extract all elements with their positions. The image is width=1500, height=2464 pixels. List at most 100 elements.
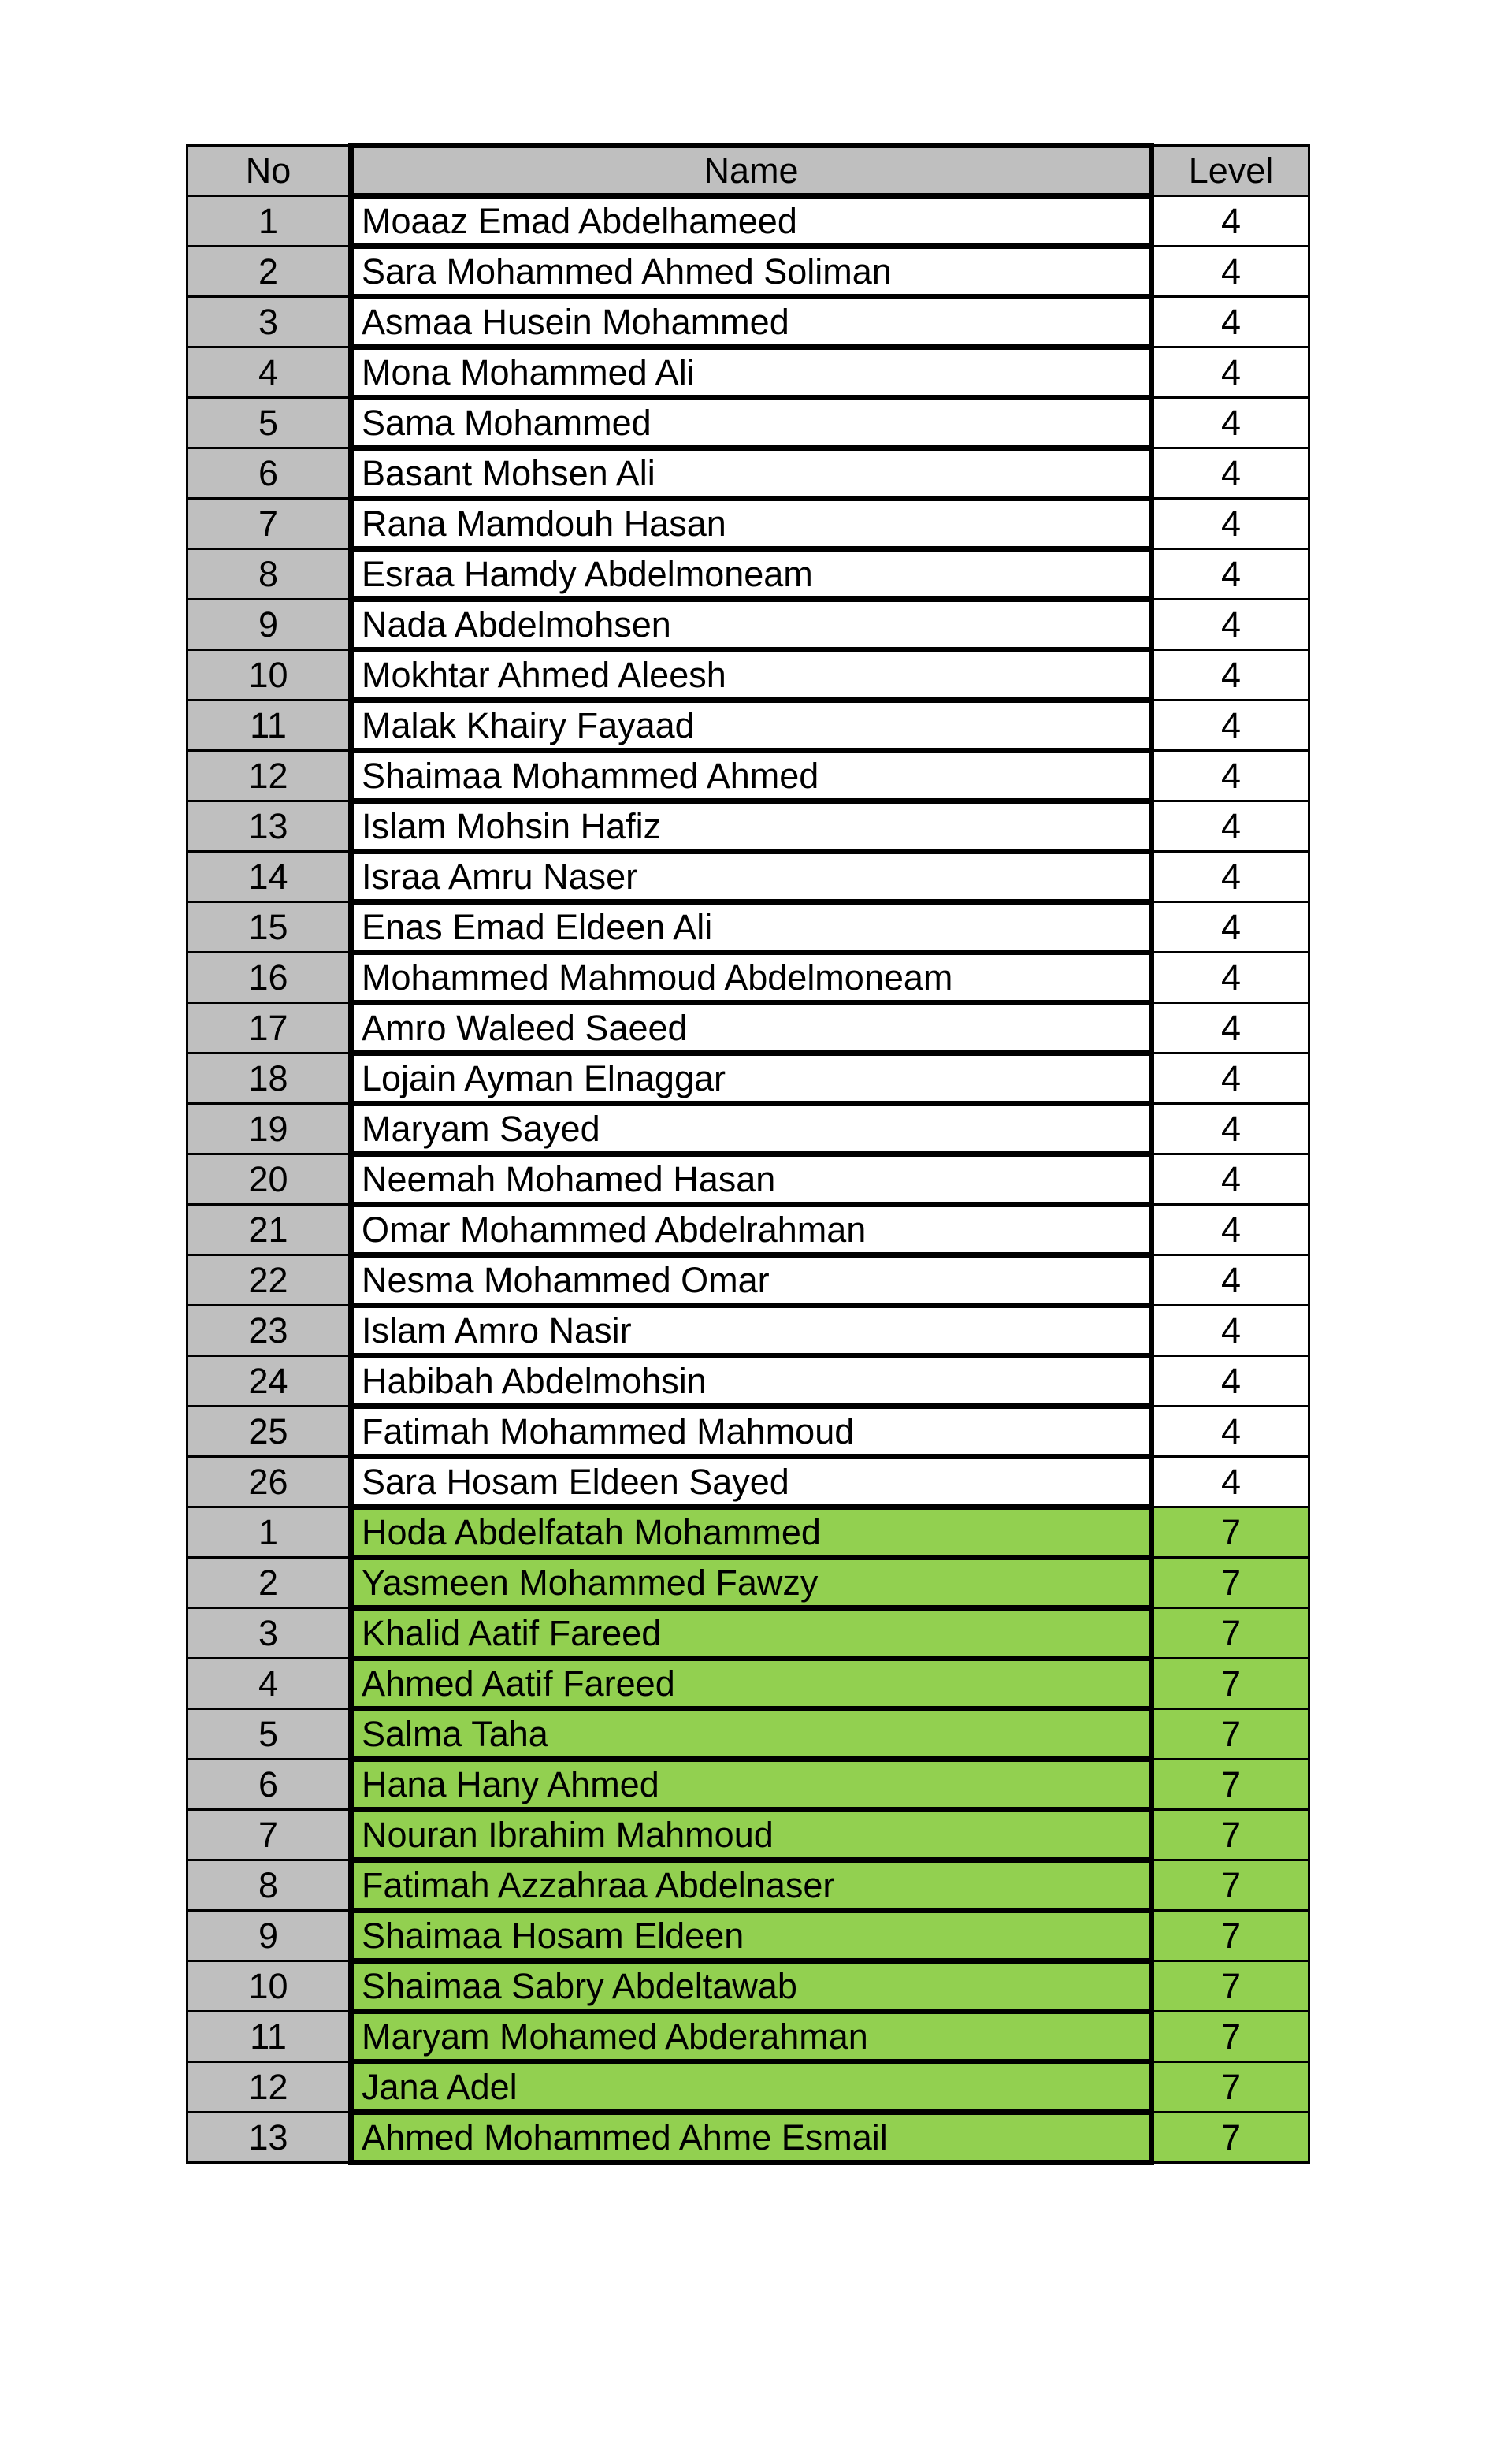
- level-cell: 4: [1150, 800, 1310, 853]
- table-row: 3 Asmaa Husein Mohammed 4: [186, 294, 1310, 350]
- level-cell: 7: [1150, 2061, 1310, 2113]
- table-header: No Name Level: [186, 143, 1310, 199]
- table-row: 20 Neemah Mohamed Hasan 4: [186, 1151, 1310, 1207]
- name-cell: Jana Adel: [348, 2059, 1154, 2115]
- no-cell: 3: [186, 1607, 352, 1659]
- name-cell: Islam Amro Nasir: [348, 1303, 1154, 1358]
- table-row: 11 Malak Khairy Fayaad 4: [186, 697, 1310, 753]
- table-row: 4 Ahmed Aatif Fareed 7: [186, 1656, 1310, 1711]
- table-row: 19 Maryam Sayed 4: [186, 1101, 1310, 1157]
- no-cell: 4: [186, 346, 352, 399]
- table-row: 1 Moaaz Emad Abdelhameed 4: [186, 193, 1310, 249]
- name-cell: Fatimah Mohammed Mahmoud: [348, 1403, 1154, 1459]
- header-row: No Name Level: [186, 143, 1310, 199]
- no-cell: 11: [186, 699, 352, 752]
- name-cell: Sama Mohammed: [348, 395, 1154, 451]
- name-cell: Moaaz Emad Abdelhameed: [348, 193, 1154, 249]
- table-row: 8 Esraa Hamdy Abdelmoneam 4: [186, 546, 1310, 602]
- no-cell: 26: [186, 1455, 352, 1508]
- table-row: 21 Omar Mohammed Abdelrahman 4: [186, 1202, 1310, 1258]
- no-cell: 25: [186, 1405, 352, 1458]
- level-cell: 7: [1150, 1556, 1310, 1609]
- level-cell: 4: [1150, 245, 1310, 298]
- table-row: 6 Hana Hany Ahmed 7: [186, 1756, 1310, 1812]
- level-cell: 4: [1150, 1254, 1310, 1306]
- table-row: 8 Fatimah Azzahraa Abdelnaser 7: [186, 1857, 1310, 1913]
- level-cell: 7: [1150, 2111, 1310, 2164]
- table-row: 17 Amro Waleed Saeed 4: [186, 1000, 1310, 1056]
- name-cell: Salma Taha: [348, 1706, 1154, 1762]
- no-cell: 16: [186, 951, 352, 1004]
- no-cell: 13: [186, 800, 352, 853]
- name-cell: Rana Mamdouh Hasan: [348, 496, 1154, 552]
- level-cell: 4: [1150, 951, 1310, 1004]
- no-cell: 5: [186, 396, 352, 449]
- header-name: Name: [348, 143, 1154, 199]
- table-row: 13 Islam Mohsin Hafiz 4: [186, 798, 1310, 854]
- name-cell: Maryam Mohamed Abderahman: [348, 2009, 1154, 2064]
- table-row: 2 Yasmeen Mohammed Fawzy 7: [186, 1555, 1310, 1611]
- name-cell: Maryam Sayed: [348, 1101, 1154, 1157]
- name-cell: Omar Mohammed Abdelrahman: [348, 1202, 1154, 1258]
- name-cell: Sara Hosam Eldeen Sayed: [348, 1454, 1154, 1510]
- no-cell: 11: [186, 2010, 352, 2063]
- no-cell: 15: [186, 901, 352, 953]
- name-cell: Nada Abdelmohsen: [348, 596, 1154, 652]
- level-cell: 4: [1150, 1102, 1310, 1155]
- name-cell: Esraa Hamdy Abdelmoneam: [348, 546, 1154, 602]
- name-cell: Neemah Mohamed Hasan: [348, 1151, 1154, 1207]
- student-roster-sheet: No Name Level 1 Moaaz Emad Abdelhameed 4 2 S…: [186, 143, 1310, 2165]
- no-cell: 2: [186, 245, 352, 298]
- table-row: 14 Israa Amru Naser 4: [186, 849, 1310, 905]
- name-cell: Israa Amru Naser: [348, 849, 1154, 905]
- name-cell: Fatimah Azzahraa Abdelnaser: [348, 1857, 1154, 1913]
- no-cell: 10: [186, 1960, 352, 2012]
- no-cell: 18: [186, 1052, 352, 1105]
- level-cell: 4: [1150, 396, 1310, 449]
- name-cell: Sara Mohammed Ahmed Soliman: [348, 243, 1154, 299]
- level-cell: 7: [1150, 1960, 1310, 2012]
- level-cell: 4: [1150, 699, 1310, 752]
- level-cell: 4: [1150, 850, 1310, 903]
- table-row: 5 Sama Mohammed 4: [186, 395, 1310, 451]
- table-row: 26 Sara Hosam Eldeen Sayed 4: [186, 1454, 1310, 1510]
- no-cell: 14: [186, 850, 352, 903]
- table-row: 15 Enas Emad Eldeen Ali 4: [186, 899, 1310, 955]
- level-cell: 4: [1150, 1405, 1310, 1458]
- table-row: 5 Salma Taha 7: [186, 1706, 1310, 1762]
- no-cell: 1: [186, 195, 352, 247]
- table-row: 10 Shaimaa Sabry Abdeltawab 7: [186, 1958, 1310, 2014]
- no-cell: 9: [186, 598, 352, 651]
- no-cell: 3: [186, 295, 352, 348]
- level-cell: 4: [1150, 598, 1310, 651]
- name-cell: Hoda Abdelfatah Mohammed: [348, 1504, 1154, 1560]
- level-cell: 4: [1150, 749, 1310, 802]
- table-row: 12 Jana Adel 7: [186, 2059, 1310, 2115]
- no-cell: 5: [186, 1708, 352, 1760]
- name-cell: Lojain Ayman Elnaggar: [348, 1050, 1154, 1106]
- table-row: 1 Hoda Abdelfatah Mohammed 7: [186, 1504, 1310, 1560]
- level-cell: 7: [1150, 1506, 1310, 1559]
- header-no: No: [186, 144, 352, 197]
- table-row: 2 Sara Mohammed Ahmed Soliman 4: [186, 243, 1310, 299]
- table-row: 10 Mokhtar Ahmed Aleesh 4: [186, 647, 1310, 703]
- name-cell: Asmaa Husein Mohammed: [348, 294, 1154, 350]
- name-cell: Nesma Mohammed Omar: [348, 1252, 1154, 1308]
- name-cell: Enas Emad Eldeen Ali: [348, 899, 1154, 955]
- name-cell: Mohammed Mahmoud Abdelmoneam: [348, 950, 1154, 1005]
- level-cell: 4: [1150, 497, 1310, 550]
- level-cell: 4: [1150, 548, 1310, 600]
- table-row: 9 Shaimaa Hosam Eldeen 7: [186, 1908, 1310, 1964]
- no-cell: 17: [186, 1002, 352, 1054]
- no-cell: 4: [186, 1657, 352, 1710]
- level-cell: 4: [1150, 1203, 1310, 1256]
- name-cell: Mokhtar Ahmed Aleesh: [348, 647, 1154, 703]
- no-cell: 19: [186, 1102, 352, 1155]
- name-cell: Ahmed Aatif Fareed: [348, 1656, 1154, 1711]
- name-cell: Shaimaa Sabry Abdeltawab: [348, 1958, 1154, 2014]
- level-cell: 7: [1150, 1758, 1310, 1811]
- level-cell: 4: [1150, 901, 1310, 953]
- level-cell: 4: [1150, 195, 1310, 247]
- no-cell: 12: [186, 2061, 352, 2113]
- name-cell: Yasmeen Mohammed Fawzy: [348, 1555, 1154, 1611]
